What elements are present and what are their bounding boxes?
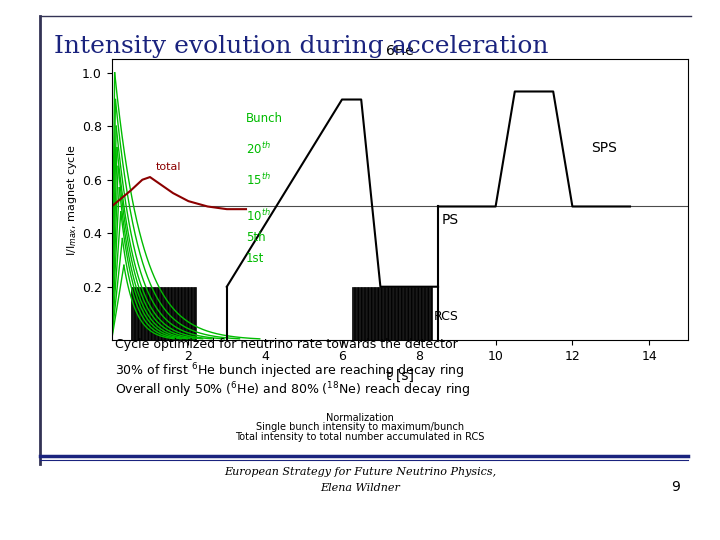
Text: 5th: 5th bbox=[246, 231, 266, 244]
Text: total: total bbox=[156, 161, 181, 172]
Text: RCS: RCS bbox=[434, 309, 459, 322]
X-axis label: t [s]: t [s] bbox=[386, 368, 413, 382]
Text: Intensity evolution during acceleration: Intensity evolution during acceleration bbox=[54, 35, 549, 58]
Text: Normalization: Normalization bbox=[326, 413, 394, 423]
Text: 30% of first $^{6}$He bunch injected are reaching decay ring: 30% of first $^{6}$He bunch injected are… bbox=[115, 361, 465, 381]
Bar bbox=[131, 287, 196, 340]
Text: 20$^{th}$: 20$^{th}$ bbox=[246, 141, 271, 157]
Text: 15$^{th}$: 15$^{th}$ bbox=[246, 172, 271, 188]
Text: Bunch: Bunch bbox=[246, 112, 283, 125]
Text: Overall only 50% ($^{6}$He) and 80% ($^{18}$Ne) reach decay ring: Overall only 50% ($^{6}$He) and 80% ($^{… bbox=[115, 380, 471, 400]
Title: 6He: 6He bbox=[386, 44, 413, 58]
Text: 1st: 1st bbox=[246, 252, 264, 265]
Text: Cycle optimized for neutrino rate towards the detector: Cycle optimized for neutrino rate toward… bbox=[115, 338, 458, 352]
Text: 10$^{th}$: 10$^{th}$ bbox=[246, 208, 271, 224]
Text: SPS: SPS bbox=[592, 140, 618, 154]
Text: Single bunch intensity to maximum/bunch: Single bunch intensity to maximum/bunch bbox=[256, 422, 464, 433]
Y-axis label: I/I$_{max}$, magnet cycle: I/I$_{max}$, magnet cycle bbox=[65, 144, 79, 255]
Text: European Strategy for Future Neutrino Physics,: European Strategy for Future Neutrino Ph… bbox=[224, 467, 496, 477]
Text: Elena Wildner: Elena Wildner bbox=[320, 483, 400, 494]
Bar bbox=[351, 287, 432, 340]
Text: PS: PS bbox=[442, 213, 459, 227]
Text: Total intensity to total number accumulated in RCS: Total intensity to total number accumula… bbox=[235, 431, 485, 442]
Text: 9: 9 bbox=[672, 481, 680, 495]
